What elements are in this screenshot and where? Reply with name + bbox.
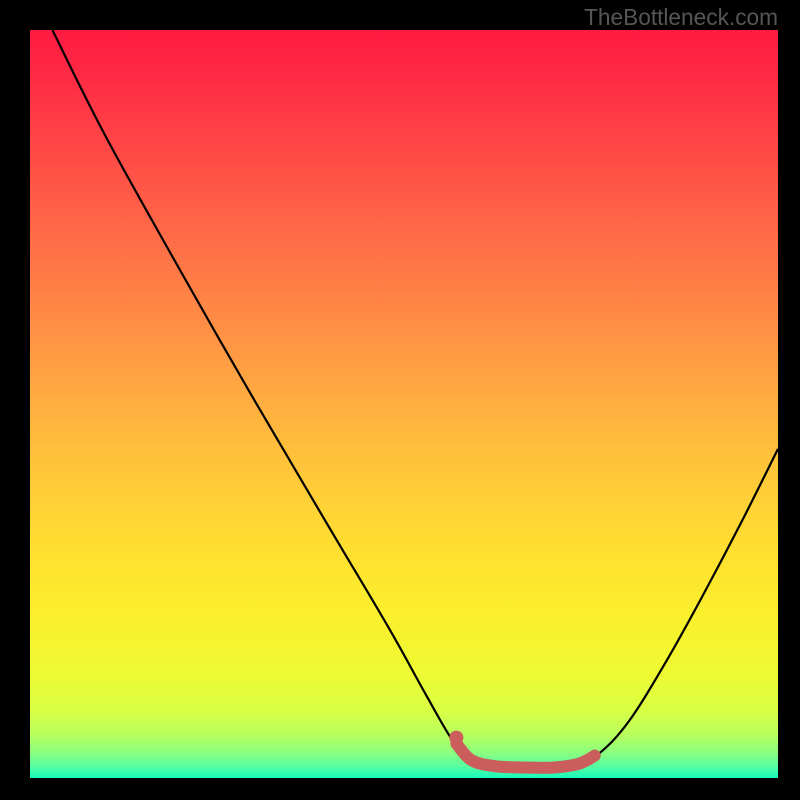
highlight-segment: [456, 744, 594, 768]
chart-svg: [30, 30, 778, 778]
highlight-start-marker: [449, 731, 463, 745]
plot-area: [30, 30, 778, 778]
watermark-text: TheBottleneck.com: [584, 4, 778, 31]
bottleneck-curve: [52, 30, 778, 769]
